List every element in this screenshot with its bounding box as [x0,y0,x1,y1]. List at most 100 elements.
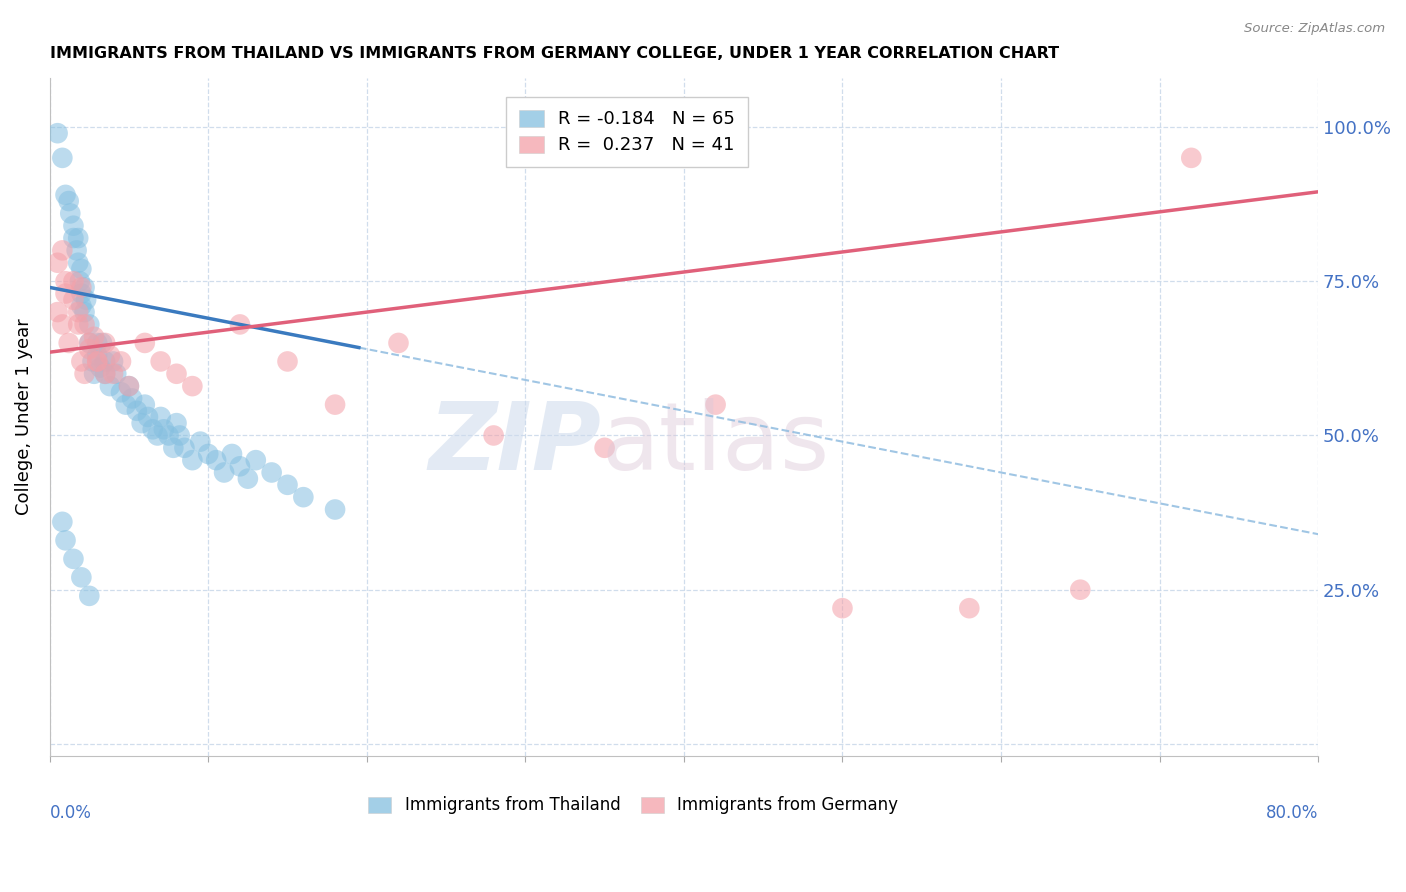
Point [70,280,93,294]
Point [149,354,172,368]
Point [221,447,243,461]
Point [110,385,132,400]
Point [110,354,132,368]
Y-axis label: College, Under 1 year: College, Under 1 year [15,318,32,516]
Point [134,335,156,350]
Legend: Immigrants from Thailand, Immigrants from Germany: Immigrants from Thailand, Immigrants fro… [360,788,907,822]
Point [67,305,90,319]
Point [482,428,505,442]
Point [89,360,111,375]
Point [67,256,90,270]
Point [121,392,143,406]
Point [51,318,73,332]
Point [245,453,267,467]
Point [51,515,73,529]
Point [166,367,188,381]
Text: ZIP: ZIP [429,398,602,490]
Point [197,447,219,461]
Point [593,441,616,455]
Point [62,231,84,245]
Point [134,398,156,412]
Point [58,335,80,350]
Point [323,398,346,412]
Point [188,434,211,449]
Point [86,354,108,368]
Point [94,367,117,381]
Point [101,354,124,368]
Point [83,367,105,381]
Point [704,398,727,412]
Point [181,453,204,467]
Point [79,335,101,350]
Point [55,286,77,301]
Point [831,601,853,615]
Point [146,428,169,442]
Point [98,348,121,362]
Point [1180,151,1202,165]
Point [70,261,93,276]
Point [59,206,82,220]
Point [118,379,141,393]
Point [70,570,93,584]
Point [70,299,93,313]
Point [94,335,117,350]
Point [229,459,252,474]
Point [62,552,84,566]
Point [276,478,298,492]
Point [67,231,90,245]
Point [79,318,101,332]
Point [205,453,228,467]
Point [212,466,235,480]
Point [86,335,108,350]
Point [62,219,84,233]
Text: atlas: atlas [602,398,830,490]
Point [46,256,69,270]
Point [957,601,980,615]
Text: Source: ZipAtlas.com: Source: ZipAtlas.com [1244,22,1385,36]
Text: 0.0%: 0.0% [49,804,91,822]
Point [323,502,346,516]
Point [73,318,96,332]
Point [79,589,101,603]
Point [79,342,101,356]
Point [82,354,104,368]
Point [51,244,73,258]
Point [142,422,165,436]
Point [55,533,77,548]
Point [157,428,180,442]
Point [276,354,298,368]
Point [166,416,188,430]
Point [260,466,283,480]
Point [94,354,117,368]
Point [46,126,69,140]
Point [101,367,124,381]
Point [118,379,141,393]
Point [169,428,191,442]
Point [292,490,315,504]
Point [73,305,96,319]
Point [125,404,148,418]
Point [236,472,259,486]
Point [70,286,93,301]
Point [62,293,84,307]
Point [79,335,101,350]
Point [69,274,91,288]
Point [70,354,93,368]
Point [162,441,184,455]
Point [387,335,409,350]
Point [83,330,105,344]
Point [94,367,117,381]
Point [55,274,77,288]
Point [75,293,97,307]
Point [73,367,96,381]
Point [55,187,77,202]
Point [62,274,84,288]
Point [131,416,153,430]
Point [229,318,252,332]
Text: 80.0%: 80.0% [1265,804,1319,822]
Point [65,244,87,258]
Point [173,441,195,455]
Point [91,335,114,350]
Point [105,367,128,381]
Point [181,379,204,393]
